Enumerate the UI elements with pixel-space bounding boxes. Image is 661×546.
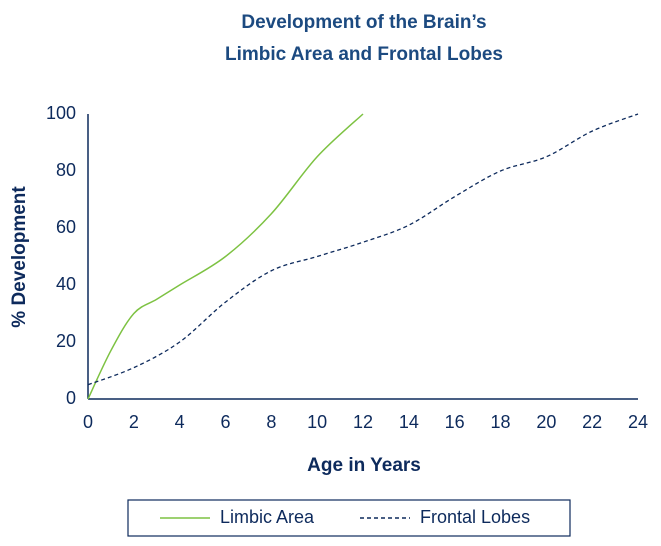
y-tick-label: 100 (46, 103, 76, 123)
line-series (87, 113, 364, 400)
x-tick-label: 0 (83, 412, 93, 432)
y-tick-label: 0 (66, 388, 76, 408)
x-tick-label: 14 (399, 412, 419, 432)
chart-title: Development of the Brain’s (241, 12, 486, 33)
legend-label: Frontal Lobes (420, 507, 530, 527)
x-tick-label: 6 (220, 412, 230, 432)
y-tick-label: 80 (56, 160, 76, 180)
y-tick-label: 20 (56, 331, 76, 351)
legend-label: Limbic Area (220, 507, 315, 527)
x-tick-label: 22 (582, 412, 602, 432)
x-tick-label: 12 (353, 412, 373, 432)
y-axis-label: % Development (9, 186, 30, 328)
line-series (87, 113, 639, 386)
x-tick-label: 8 (266, 412, 276, 432)
chart-title: Limbic Area and Frontal Lobes (225, 44, 503, 65)
x-axis-label: Age in Years (307, 455, 421, 476)
legend-box (127, 499, 571, 537)
x-tick-label: 10 (307, 412, 327, 432)
x-tick-label: 20 (536, 412, 556, 432)
x-tick-label: 18 (490, 412, 510, 432)
y-tick-label: 60 (56, 217, 76, 237)
x-tick-label: 2 (129, 412, 139, 432)
x-tick-label: 4 (175, 412, 185, 432)
y-tick-label: 40 (56, 274, 76, 294)
x-tick-label: 24 (628, 412, 648, 432)
x-tick-label: 16 (445, 412, 465, 432)
